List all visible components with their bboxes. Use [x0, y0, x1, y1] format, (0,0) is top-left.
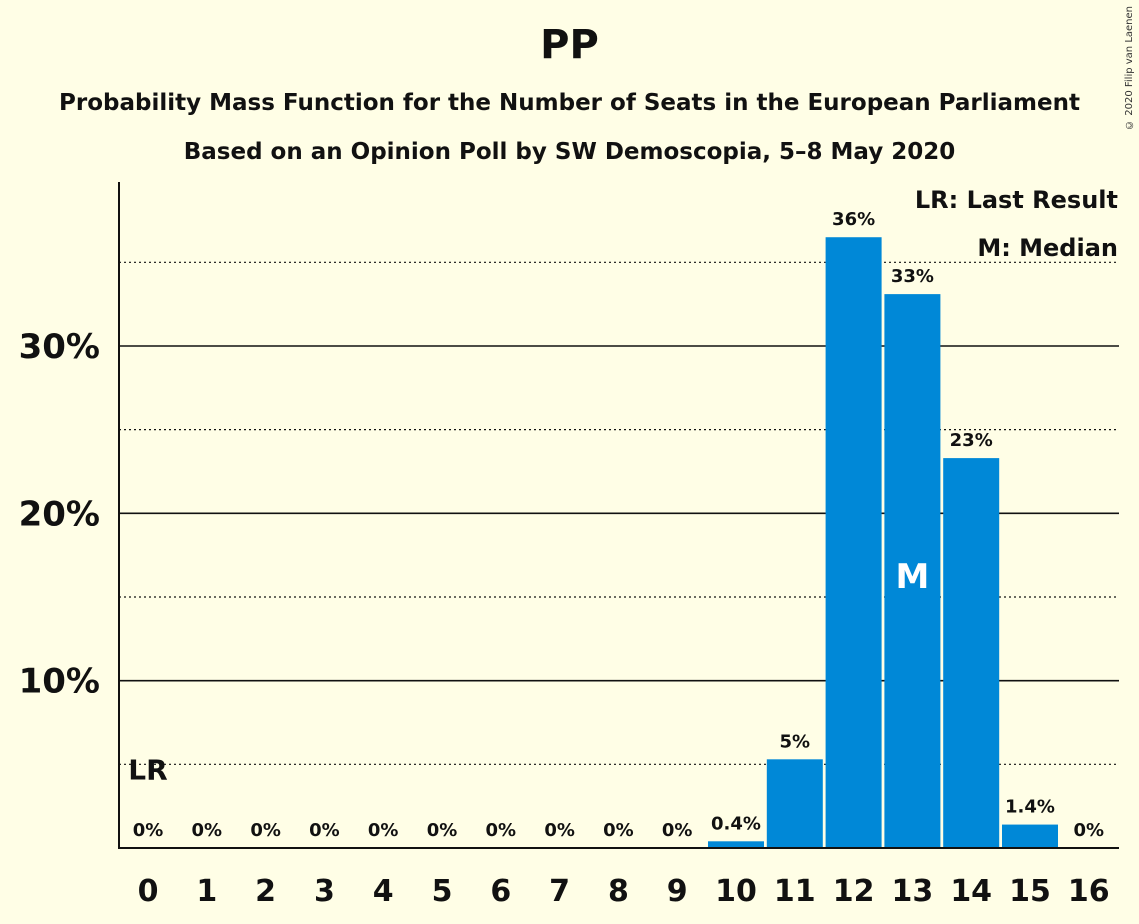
- chart-subtitle: Probability Mass Function for the Number…: [59, 90, 1080, 116]
- x-tick-label: 4: [373, 874, 394, 909]
- data-label: 0%: [486, 820, 517, 841]
- data-label: 5%: [780, 731, 811, 752]
- data-label: 0%: [368, 820, 399, 841]
- x-tick-label: 16: [1068, 874, 1110, 909]
- x-tick-label: 3: [314, 874, 335, 909]
- data-label: 33%: [891, 266, 934, 287]
- data-label: 0%: [133, 820, 164, 841]
- data-label: 0%: [192, 820, 223, 841]
- x-tick-label: 5: [432, 874, 453, 909]
- data-label: 23%: [950, 430, 993, 451]
- legend-median: M: Median: [977, 234, 1118, 262]
- data-label: 1.4%: [1005, 797, 1055, 818]
- chart-subtitle-poll: Based on an Opinion Poll by SW Demoscopi…: [183, 139, 956, 165]
- x-tick-label: 11: [774, 874, 816, 909]
- legend-last-result: LR: Last Result: [914, 186, 1118, 214]
- chart-title: PP: [540, 22, 599, 68]
- data-label: 0%: [250, 820, 281, 841]
- bar: [708, 841, 764, 848]
- y-tick-label: 20%: [19, 494, 100, 534]
- y-tick-label: 10%: [19, 662, 100, 702]
- x-tick-label: 6: [490, 874, 511, 909]
- x-tick-label: 7: [549, 874, 570, 909]
- data-label: 0%: [1074, 820, 1105, 841]
- data-label: 0.4%: [711, 813, 761, 834]
- x-tick-label: 12: [833, 874, 875, 909]
- y-tick-label: 30%: [19, 327, 100, 367]
- data-label: 0%: [662, 820, 693, 841]
- x-tick-label: 1: [196, 874, 217, 909]
- data-label: 0%: [427, 820, 458, 841]
- data-label: 0%: [544, 820, 575, 841]
- x-tick-label: 0: [138, 874, 159, 909]
- bar: [766, 759, 823, 848]
- x-tick-label: 10: [715, 874, 757, 909]
- x-tick-label: 13: [892, 874, 934, 909]
- data-label: 36%: [832, 209, 875, 230]
- data-label: 0%: [603, 820, 634, 841]
- bar: [1002, 824, 1058, 848]
- last-result-marker: LR: [128, 753, 167, 786]
- bar: [943, 458, 1000, 848]
- median-marker: M: [895, 557, 929, 597]
- bar: [825, 237, 882, 849]
- bar: [884, 294, 941, 848]
- x-tick-label: 14: [950, 874, 992, 909]
- data-label: 0%: [309, 820, 340, 841]
- x-tick-label: 2: [255, 874, 276, 909]
- x-tick-label: 9: [667, 874, 688, 909]
- x-tick-label: 8: [608, 874, 629, 909]
- x-tick-label: 15: [1009, 874, 1051, 909]
